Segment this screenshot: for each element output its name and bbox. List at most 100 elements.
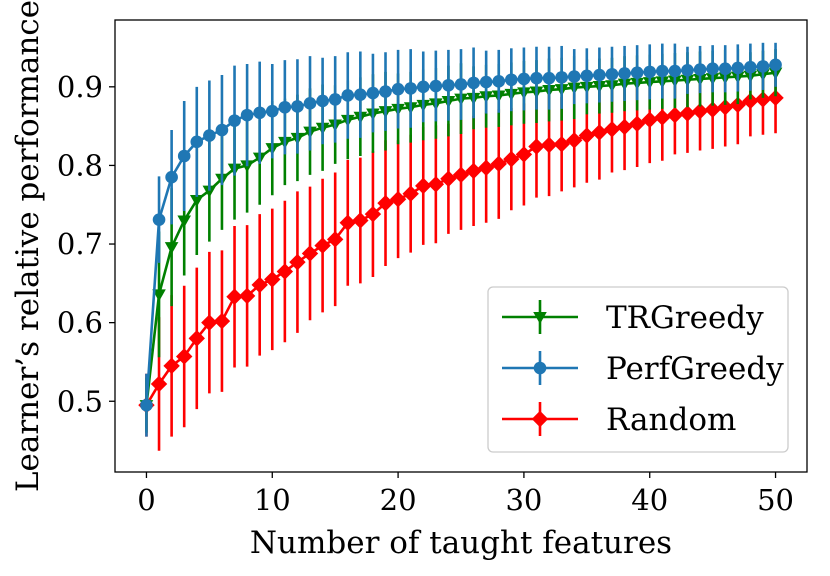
random-point [301, 245, 319, 262]
y-tick-label: 0.5 [57, 384, 103, 418]
series-perfgreedy [140, 42, 782, 437]
x-tick-label: 50 [757, 483, 794, 517]
perfgreedy-point [706, 62, 719, 76]
perfgreedy-point [517, 72, 531, 86]
random-point [616, 118, 633, 136]
legend-label: PerfGreedy [606, 351, 784, 387]
legend-box [487, 286, 789, 453]
random-point [729, 96, 746, 114]
perfgreedy-point [492, 75, 506, 88]
legend-entry-random: Random [502, 402, 736, 438]
trgreedy-point [177, 215, 191, 228]
random-point [226, 288, 243, 305]
series-layer [138, 42, 784, 451]
random-point [150, 375, 168, 393]
legend-marker [533, 361, 547, 375]
random-point [490, 155, 507, 173]
perfgreedy-point [454, 78, 468, 91]
random-point [742, 92, 759, 110]
perfgreedy-point [316, 94, 329, 108]
random-point [377, 194, 394, 212]
perfgreedy-point [580, 69, 594, 83]
perfgreedy-point [479, 75, 493, 89]
x-tick-label: 10 [254, 483, 291, 517]
perfgreedy-point [366, 86, 380, 100]
random-point [389, 191, 407, 208]
perfgreedy-point [416, 80, 430, 94]
trgreedy-point [202, 185, 217, 198]
trgreedy-point [240, 160, 254, 173]
perfgreedy-point [253, 106, 266, 120]
random-point [603, 121, 621, 138]
random-point [528, 138, 545, 155]
perfgreedy-point [718, 62, 732, 76]
random-point [591, 124, 608, 141]
perfgreedy-point [190, 135, 204, 149]
legend-marker [533, 312, 547, 324]
perfgreedy-point [278, 100, 292, 114]
perfgreedy-point [379, 85, 392, 98]
y-tick-label: 0.7 [57, 227, 103, 261]
legend-entry-trgreedy: TRGreedy [502, 300, 764, 336]
perfgreedy-point [555, 71, 568, 84]
random-point [452, 166, 470, 184]
legend-marker [531, 410, 549, 428]
random-point [352, 212, 369, 229]
perfgreedy-point [530, 71, 543, 85]
x-tick-label: 20 [380, 483, 417, 517]
y-tick-label: 0.8 [57, 148, 103, 182]
perfgreedy-point [731, 61, 745, 75]
random-point [314, 237, 331, 254]
legend-entry-perfgreedy: PerfGreedy [502, 351, 784, 387]
random-point [767, 89, 784, 107]
random-point [415, 177, 432, 195]
perfgreedy-point [756, 60, 770, 73]
perfgreedy-point [328, 93, 342, 106]
random-point [477, 159, 495, 176]
perfgreedy-point [656, 64, 669, 78]
random-point [691, 102, 709, 120]
trgreedy-point [189, 195, 204, 208]
random-point [402, 185, 419, 202]
perfgreedy-point [681, 64, 694, 77]
random-point [465, 162, 482, 180]
perfgreedy-point [744, 60, 757, 74]
legend-label: Random [606, 402, 736, 438]
random-point [679, 105, 696, 122]
x-tick-label: 40 [631, 483, 668, 517]
perfgreedy-point [643, 65, 657, 79]
random-point [188, 330, 205, 347]
random-point [176, 348, 193, 365]
random-point [264, 271, 281, 288]
random-point [641, 111, 658, 129]
random-point [276, 263, 294, 280]
perfgreedy-point [404, 82, 417, 95]
perfgreedy-point [605, 67, 619, 81]
perfgreedy-point [542, 71, 556, 85]
random-point [540, 136, 558, 154]
random-point [566, 132, 583, 149]
random-point [704, 101, 721, 118]
random-point [201, 314, 218, 331]
perfgreedy-point [593, 68, 606, 82]
random-point [654, 109, 671, 126]
perfgreedy-point [228, 114, 241, 127]
y-axis-label: Learner’s relative performance [10, 0, 46, 492]
random-point [515, 146, 533, 163]
perfgreedy-point [618, 67, 631, 80]
perfgreedy-point [303, 97, 317, 110]
x-axis-label: Number of taught features [250, 525, 672, 561]
random-point [754, 91, 772, 108]
random-point [364, 205, 382, 223]
perfgreedy-point [391, 82, 405, 96]
perfgreedy-point [165, 170, 178, 184]
random-point [578, 127, 596, 144]
x-tick-label: 0 [137, 483, 155, 517]
trgreedy-point [152, 289, 166, 302]
random-point [251, 276, 268, 294]
legend: TRGreedy PerfGreedy Random [487, 286, 789, 453]
perfgreedy-point [769, 58, 782, 72]
legend-label: TRGreedy [606, 300, 764, 336]
y-tick-label: 0.9 [57, 70, 103, 104]
